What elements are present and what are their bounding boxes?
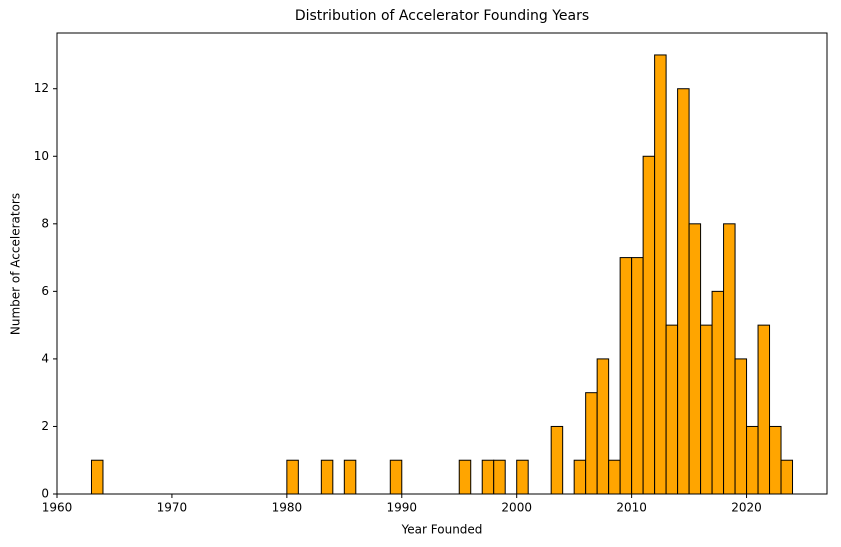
bar bbox=[550, 425, 564, 495]
bar bbox=[757, 324, 771, 495]
bar bbox=[585, 392, 598, 495]
x-tick-label: 1960 bbox=[42, 501, 73, 515]
bar bbox=[608, 459, 621, 495]
y-tick-label: 12 bbox=[34, 81, 49, 95]
x-tick-label: 1980 bbox=[272, 501, 303, 515]
bar bbox=[343, 459, 357, 495]
bar bbox=[723, 223, 736, 495]
x-tick-label: 2000 bbox=[501, 501, 532, 515]
bar bbox=[286, 459, 299, 495]
bar bbox=[481, 459, 495, 495]
bar bbox=[596, 358, 610, 495]
bar bbox=[458, 459, 472, 495]
bar bbox=[780, 459, 794, 495]
bar bbox=[700, 324, 713, 495]
bar bbox=[90, 459, 104, 495]
x-tick-label: 2020 bbox=[731, 501, 762, 515]
x-tick-label: 2010 bbox=[616, 501, 647, 515]
plot-frame bbox=[56, 32, 828, 495]
bar bbox=[677, 88, 690, 495]
bar bbox=[746, 425, 759, 495]
y-tick-label: 4 bbox=[41, 351, 49, 365]
bar bbox=[631, 257, 644, 495]
bar bbox=[769, 425, 782, 495]
bar bbox=[573, 459, 587, 495]
y-tick-label: 8 bbox=[41, 216, 49, 230]
y-tick-label: 10 bbox=[34, 149, 49, 163]
bar bbox=[665, 324, 679, 495]
bar bbox=[619, 257, 633, 495]
x-tick-label: 1990 bbox=[387, 501, 418, 515]
bar bbox=[320, 459, 334, 495]
bar bbox=[654, 54, 667, 495]
bar bbox=[516, 459, 529, 495]
bar bbox=[642, 155, 656, 495]
y-tick-label: 6 bbox=[41, 284, 49, 298]
bar bbox=[711, 290, 725, 495]
bar bbox=[389, 459, 403, 495]
y-tick-label: 0 bbox=[41, 487, 49, 501]
chart-title: Distribution of Accelerator Founding Yea… bbox=[295, 8, 589, 24]
bar bbox=[734, 358, 748, 495]
y-axis-label: Number of Accelerators bbox=[9, 193, 23, 335]
bar bbox=[493, 459, 506, 495]
y-tick-label: 2 bbox=[41, 419, 49, 433]
bar bbox=[688, 223, 702, 495]
x-axis-label: Year Founded bbox=[401, 523, 483, 537]
x-tick-label: 1970 bbox=[157, 501, 188, 515]
